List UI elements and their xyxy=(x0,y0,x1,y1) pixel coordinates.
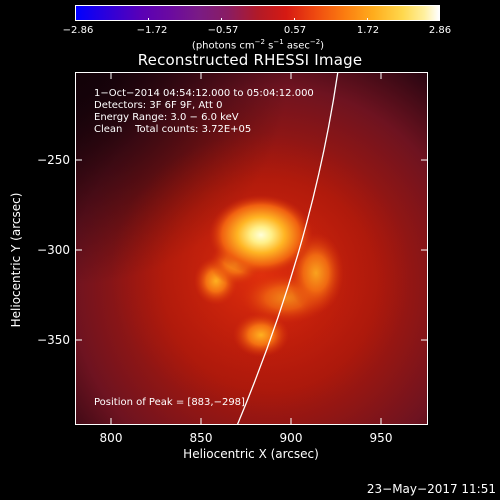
colorbar-tick-label: 2.86 xyxy=(428,25,452,36)
peak-position-text: Position of Peak = [883,−298] xyxy=(94,397,245,408)
clean-counts-text: Clean Total counts: 3.72E+05 xyxy=(94,124,252,135)
y-tick-label: −250 xyxy=(37,153,70,167)
x-tick-label: 900 xyxy=(279,431,303,445)
solar-limb-line xyxy=(236,73,339,424)
colorbar-tick-label: −2.86 xyxy=(62,25,94,36)
colorbar-tick-label: 0.57 xyxy=(283,25,307,36)
colorbar-units: (photons cm−2 s−1 asec−2) xyxy=(191,38,325,52)
y-tick-label: −350 xyxy=(37,333,70,347)
x-tick-label: 950 xyxy=(369,431,393,445)
timestamp: 23−May−2017 11:51 xyxy=(366,482,496,496)
x-tick-label: 850 xyxy=(189,431,213,445)
detectors-text: Detectors: 3F 6F 9F, Att 0 xyxy=(94,100,223,111)
heatmap-image xyxy=(76,73,427,424)
time-range-text: 1−Oct−2014 04:54:12.000 to 05:04:12.000 xyxy=(94,88,314,99)
colorbar xyxy=(75,5,440,21)
y-axis-label: Heliocentric Y (arcsec) xyxy=(9,192,23,328)
rhessi-image-plot: 1−Oct−2014 04:54:12.000 to 05:04:12.000 … xyxy=(75,72,428,425)
x-axis-label: Heliocentric X (arcsec) xyxy=(183,447,319,461)
colorbar-tick-label: 1.72 xyxy=(356,25,380,36)
x-tick-label: 800 xyxy=(99,431,123,445)
colorbar-tick-label: −0.57 xyxy=(207,25,239,36)
colorbar-tick-label: −1.72 xyxy=(136,25,168,36)
y-tick-label: −300 xyxy=(37,243,70,257)
plot-title: Reconstructed RHESSI Image xyxy=(137,51,363,69)
energy-range-text: Energy Range: 3.0 − 6.0 keV xyxy=(94,112,239,123)
